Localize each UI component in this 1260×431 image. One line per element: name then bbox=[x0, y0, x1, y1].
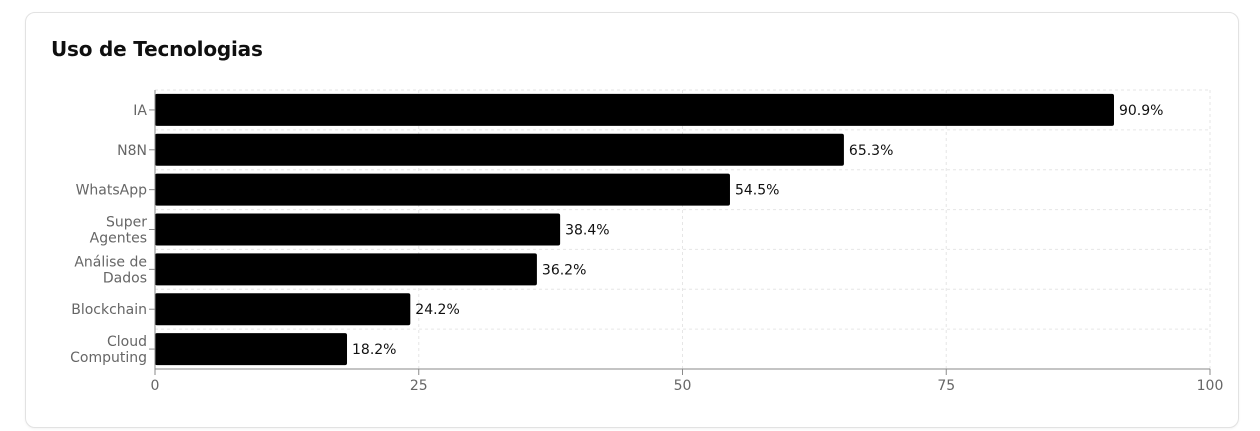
y-tick-label-line: IA bbox=[133, 103, 147, 119]
bar[interactable] bbox=[155, 213, 561, 246]
bar-value-label: 36.2% bbox=[542, 262, 586, 278]
bar-value-label: 90.9% bbox=[1119, 103, 1163, 119]
y-tick-label: WhatsApp bbox=[76, 183, 148, 199]
bar[interactable] bbox=[155, 333, 348, 366]
bar-value-label: 54.5% bbox=[735, 183, 779, 199]
bar-value-label: 38.4% bbox=[565, 223, 609, 239]
y-tick-label: Cloud Computing bbox=[70, 334, 147, 366]
chart-title: Uso de Tecnologias bbox=[51, 37, 263, 61]
y-tick-label-line: Cloud bbox=[107, 334, 147, 350]
y-tick-label: Blockchain bbox=[71, 302, 147, 318]
bar-value-label: 24.2% bbox=[415, 302, 459, 318]
x-tick-label: 25 bbox=[410, 378, 428, 394]
y-tick-label: IA bbox=[133, 103, 147, 119]
y-tick-label-line: Análise de bbox=[74, 254, 147, 270]
y-tick-label: Super Agentes bbox=[90, 215, 148, 247]
bar[interactable] bbox=[155, 293, 411, 326]
x-tick-label: 75 bbox=[937, 378, 955, 394]
x-tick-label: 0 bbox=[151, 378, 160, 394]
bar-value-label: 18.2% bbox=[352, 342, 396, 358]
y-tick-label-line: WhatsApp bbox=[76, 183, 148, 199]
y-tick-label-line: Super bbox=[106, 215, 147, 231]
bar[interactable] bbox=[155, 173, 730, 206]
bar[interactable] bbox=[155, 253, 537, 286]
y-tick-label: Análise de Dados bbox=[74, 254, 147, 286]
x-tick-label: 100 bbox=[1197, 378, 1224, 394]
y-tick-label-line: Computing bbox=[70, 350, 147, 366]
bar-value-label: 65.3% bbox=[849, 143, 893, 159]
y-tick-label-line: Blockchain bbox=[71, 302, 147, 318]
y-tick-label: N8N bbox=[117, 143, 147, 159]
bar[interactable] bbox=[155, 133, 844, 166]
y-tick-label-line: Agentes bbox=[90, 231, 147, 247]
bar[interactable] bbox=[155, 93, 1114, 126]
x-tick-label: 50 bbox=[674, 378, 692, 394]
y-tick-label-line: Dados bbox=[103, 270, 147, 286]
y-tick-label-line: N8N bbox=[117, 143, 147, 159]
